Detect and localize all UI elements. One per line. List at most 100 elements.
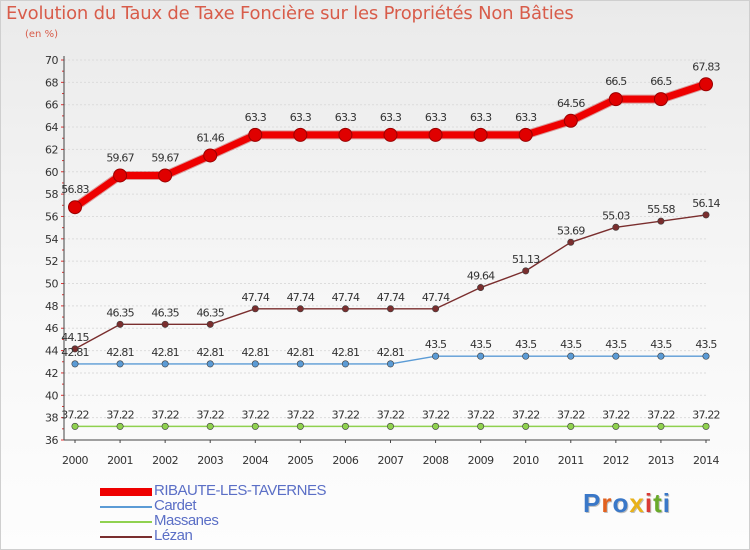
data-label: 44.15 — [61, 331, 89, 344]
y-tick-label: 36 — [45, 434, 58, 447]
data-point — [296, 422, 304, 430]
x-tick-label: 2005 — [287, 454, 313, 467]
data-label: 43.5 — [650, 338, 672, 351]
data-label: 37.22 — [602, 408, 630, 421]
data-label: 37.22 — [287, 408, 315, 421]
data-point — [522, 352, 530, 360]
data-point — [71, 422, 79, 430]
data-label: 63.3 — [515, 111, 537, 124]
y-tick-label: 70 — [45, 54, 58, 67]
data-point — [383, 127, 398, 142]
y-tick-label: 62 — [45, 143, 58, 156]
y-tick-label: 68 — [45, 76, 58, 89]
data-point — [657, 217, 665, 225]
data-point — [68, 200, 82, 215]
data-label: 43.5 — [605, 338, 627, 351]
chart-unit-label: (en %) — [25, 29, 58, 40]
data-point — [428, 127, 443, 142]
data-point — [206, 360, 214, 368]
y-tick-label: 46 — [45, 322, 58, 335]
data-point — [612, 422, 620, 430]
x-tick-label: 2008 — [423, 454, 449, 467]
y-tick-label: 38 — [45, 412, 58, 425]
data-point — [702, 352, 710, 360]
data-label: 37.22 — [151, 408, 179, 421]
data-point — [341, 305, 349, 313]
data-point — [158, 168, 173, 183]
data-label: 37.22 — [196, 408, 224, 421]
data-label: 63.3 — [380, 111, 402, 124]
data-labels: 37.22 37.22 37.22 37.22 37.22 37.22 37.22 37.22… — [61, 60, 721, 421]
y-tick-label: 66 — [45, 99, 58, 112]
data-point — [699, 77, 713, 92]
proxiti-logo: Proxiti — [583, 488, 671, 519]
y-tick-label: 42 — [45, 367, 58, 380]
data-point — [567, 352, 575, 360]
data-point — [567, 238, 575, 246]
legend-label: Massanes — [154, 512, 219, 529]
x-tick-label: 2000 — [62, 454, 88, 467]
data-point — [657, 422, 665, 430]
data-point — [432, 422, 440, 430]
data-point — [386, 360, 394, 368]
data-label: 49.64 — [467, 270, 495, 283]
data-label: 42.81 — [106, 346, 134, 359]
data-label: 56.83 — [61, 183, 89, 196]
data-point — [653, 92, 668, 107]
data-label: 61.46 — [196, 131, 224, 144]
data-label: 42.81 — [287, 346, 315, 359]
series-line — [74, 214, 707, 350]
data-label: 37.22 — [467, 408, 495, 421]
x-tick-label: 2003 — [197, 454, 223, 467]
data-label: 42.81 — [332, 346, 360, 359]
logo-letter: o — [612, 488, 630, 518]
y-tick-label: 52 — [45, 255, 58, 268]
data-label: 63.3 — [290, 111, 312, 124]
data-point — [338, 127, 353, 142]
legend-label: Cardet — [154, 497, 197, 514]
data-label: 42.81 — [377, 346, 405, 359]
legend-label: Lézan — [154, 527, 193, 544]
x-tick-label: 2011 — [558, 454, 584, 467]
data-label: 55.58 — [647, 203, 675, 216]
x-tick-label: 2014 — [693, 454, 719, 467]
x-tick-label: 2010 — [513, 454, 539, 467]
data-point — [341, 360, 349, 368]
data-point — [567, 422, 575, 430]
data-label: 66.5 — [605, 75, 627, 88]
data-point — [702, 422, 710, 430]
data-point — [206, 422, 214, 430]
data-point — [657, 352, 665, 360]
data-label: 43.5 — [695, 338, 717, 351]
data-point — [612, 223, 620, 231]
data-point — [432, 352, 440, 360]
y-tick-label: 60 — [45, 166, 58, 179]
data-label: 42.81 — [61, 346, 89, 359]
data-point — [251, 305, 259, 313]
x-tick-label: 2006 — [332, 454, 358, 467]
data-label: 53.69 — [557, 224, 585, 237]
data-label: 51.13 — [512, 253, 540, 266]
data-point — [473, 127, 488, 142]
y-tick-label: 64 — [45, 121, 58, 134]
data-label: 37.22 — [692, 408, 720, 421]
data-point — [161, 320, 169, 328]
data-point — [522, 422, 530, 430]
data-label: 63.3 — [335, 111, 357, 124]
data-label: 43.5 — [515, 338, 537, 351]
data-label: 47.74 — [422, 291, 450, 304]
data-point — [203, 148, 218, 163]
data-point — [477, 422, 485, 430]
data-label: 37.22 — [377, 408, 405, 421]
data-label: 63.3 — [245, 111, 267, 124]
data-label: 47.74 — [332, 291, 360, 304]
data-label: 37.22 — [512, 408, 540, 421]
data-point — [116, 320, 124, 328]
logo-letter: t — [653, 488, 663, 518]
data-point — [71, 345, 79, 353]
data-point — [116, 360, 124, 368]
data-label: 47.74 — [377, 291, 405, 304]
data-point — [702, 211, 710, 219]
logo-letter: x — [629, 488, 645, 518]
x-tick-label: 2013 — [648, 454, 674, 467]
